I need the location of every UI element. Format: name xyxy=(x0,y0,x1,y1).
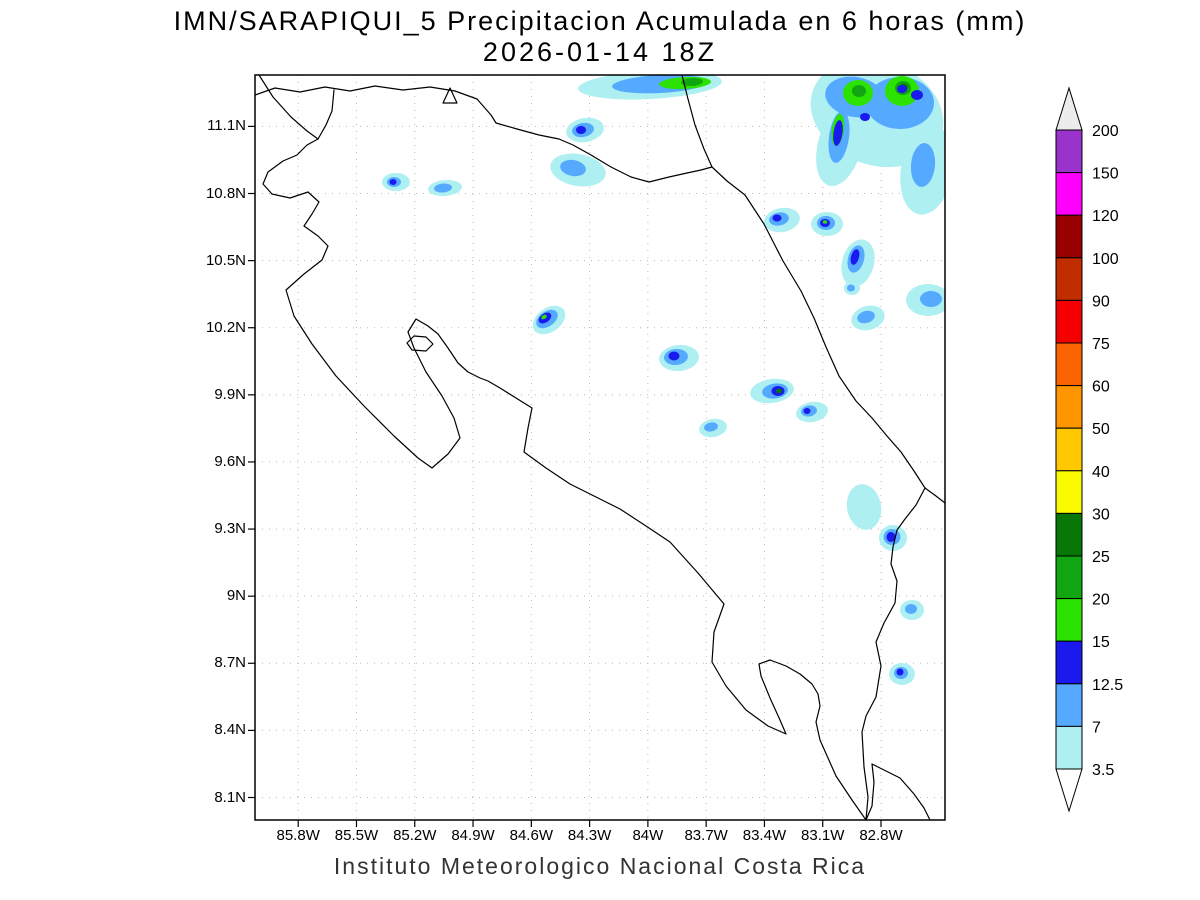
colorbar-tick-label: 40 xyxy=(1092,464,1110,481)
lon-tick-label: 82.8W xyxy=(859,827,903,844)
precip-blob-7mm xyxy=(434,183,452,193)
colorbar-tick-label: 3.5 xyxy=(1092,762,1114,779)
lat-tick-label: 9.3N xyxy=(214,520,246,538)
colorbar-cell xyxy=(1055,172,1083,216)
coastline-pacific-costa-rica xyxy=(258,75,931,820)
lon-tick-label: 84.6W xyxy=(509,827,553,844)
colorbar-cell xyxy=(1055,427,1083,472)
colorbar-cell xyxy=(1055,342,1083,387)
colorbar-tick-label: 7 xyxy=(1092,719,1101,736)
island-chira xyxy=(406,335,434,352)
colorbar-cell xyxy=(1055,214,1083,259)
colorbar-cell xyxy=(1055,385,1083,429)
precip-blob-7mm xyxy=(920,291,942,307)
colorbar-tick-label: 90 xyxy=(1092,293,1110,310)
colorbar-cell xyxy=(1055,470,1083,514)
map-plot xyxy=(248,74,946,827)
colorbar-cell xyxy=(1055,555,1083,600)
colorbar-tick-label: 15 xyxy=(1092,634,1110,651)
lat-tick-label: 9.6N xyxy=(214,452,246,470)
colorbar-cell xyxy=(1055,512,1083,557)
coastline-caribbean xyxy=(681,75,945,504)
plot-frame xyxy=(254,74,946,821)
lat-tick-label: 9N xyxy=(226,587,246,605)
colorbar-cell xyxy=(1055,257,1083,301)
colorbar-tick-label: 50 xyxy=(1092,421,1110,438)
colorbar-tick-label: 100 xyxy=(1092,251,1119,268)
colorbar-arrow-below-min xyxy=(1055,768,1083,813)
lon-tick-label: 85.2W xyxy=(393,827,437,844)
lat-tick-label: 8.4N xyxy=(214,721,246,739)
lat-tick-label: 11.1N xyxy=(207,117,246,135)
lon-tick-label: 85.5W xyxy=(334,827,379,844)
colorbar-tick-label: 120 xyxy=(1092,208,1119,225)
precip-blob-25mm xyxy=(776,388,782,394)
colorbar-tick-label: 150 xyxy=(1092,166,1119,183)
lon-tick-label: 85.8W xyxy=(276,827,320,844)
colorbar-tick-label: 200 xyxy=(1092,123,1119,140)
colorbar-tick-label: 60 xyxy=(1092,379,1110,396)
precip-blob-12.5mm xyxy=(911,90,923,100)
precip-blob-7mm xyxy=(910,143,936,187)
lon-tick-label: 83.7W xyxy=(684,827,728,844)
colorbar-tick-label: 20 xyxy=(1092,592,1110,609)
precip-blob-7mm xyxy=(847,284,855,292)
colorbar-cell xyxy=(1055,683,1083,727)
lat-tick-label: 8.7N xyxy=(214,654,246,672)
precip-blob-20mm xyxy=(681,77,703,87)
precip-blob-12.5mm xyxy=(850,249,860,265)
precip-blob-12.5mm xyxy=(389,179,397,185)
precip-blob-20mm xyxy=(852,85,866,97)
coastline-layer xyxy=(255,75,945,820)
colorbar-cell xyxy=(1055,598,1083,642)
plot-valid-time: 2026-01-14 18Z xyxy=(482,37,718,67)
lon-tick-label: 84.9W xyxy=(451,827,495,844)
lon-tick-label: 83.1W xyxy=(801,827,845,844)
lat-tick-label: 10.8N xyxy=(205,184,246,202)
colorbar-arrow-above-max xyxy=(1055,86,1083,131)
precip-blob-7mm xyxy=(905,604,917,614)
colorbar-cell xyxy=(1055,129,1083,174)
precip-blob-3.5mm xyxy=(846,484,882,530)
precip-blob-12.5mm xyxy=(833,120,843,146)
precip-blob-12.5mm xyxy=(668,351,680,361)
border-panama xyxy=(861,487,926,820)
lon-tick-label: 84W xyxy=(632,827,664,844)
precip-blob-12.5mm xyxy=(897,85,907,93)
precip-blob-12.5mm xyxy=(896,668,904,676)
colorbar-tick-label: 30 xyxy=(1092,506,1110,523)
lake-nicaragua-san-juan-river xyxy=(255,85,713,183)
precip-blob-12.5mm xyxy=(860,113,870,121)
colorbar-cell xyxy=(1055,725,1083,770)
colorbar-cell xyxy=(1055,299,1083,344)
precip-blob-12.5mm xyxy=(576,126,586,134)
plot-title: IMN/SARAPIQUI_5 Precipitacion Acumulada … xyxy=(173,6,1027,36)
footer-caption: Instituto Meteorologico Nacional Costa R… xyxy=(333,853,867,879)
lon-tick-label: 83.4W xyxy=(742,827,787,844)
precip-blob-7mm xyxy=(560,159,586,177)
colorbar-tick-label: 12.5 xyxy=(1092,677,1123,694)
lat-tick-label: 10.2N xyxy=(205,318,246,336)
colorbar-cell xyxy=(1055,640,1083,685)
precip-blob-7mm xyxy=(704,422,718,432)
lon-tick-label: 84.3W xyxy=(567,827,612,844)
lat-tick-label: 10.5N xyxy=(205,251,246,269)
precip-blob-15mm xyxy=(822,220,828,224)
precip-blob-15mm xyxy=(541,314,547,320)
island-lake-nicaragua xyxy=(442,87,458,104)
precip-blob-12.5mm xyxy=(886,532,896,542)
precipitation-layer xyxy=(382,75,945,685)
precip-blob-7mm xyxy=(857,310,875,324)
lat-tick-label: 8.1N xyxy=(214,788,246,806)
lat-tick-label: 9.9N xyxy=(214,385,246,403)
border-nicaragua-segment xyxy=(317,89,335,140)
colorbar-tick-label: 75 xyxy=(1092,336,1110,353)
colorbar-tick-label: 25 xyxy=(1092,549,1110,566)
colorbar: 200 150 120 100 90 75 60 50 40 30 25 20 15 12.5 7 3.5 xyxy=(1055,86,1123,813)
precip-blob-12.5mm xyxy=(803,408,811,414)
grid-layer xyxy=(248,75,945,827)
precip-blob-12.5mm xyxy=(772,214,782,222)
